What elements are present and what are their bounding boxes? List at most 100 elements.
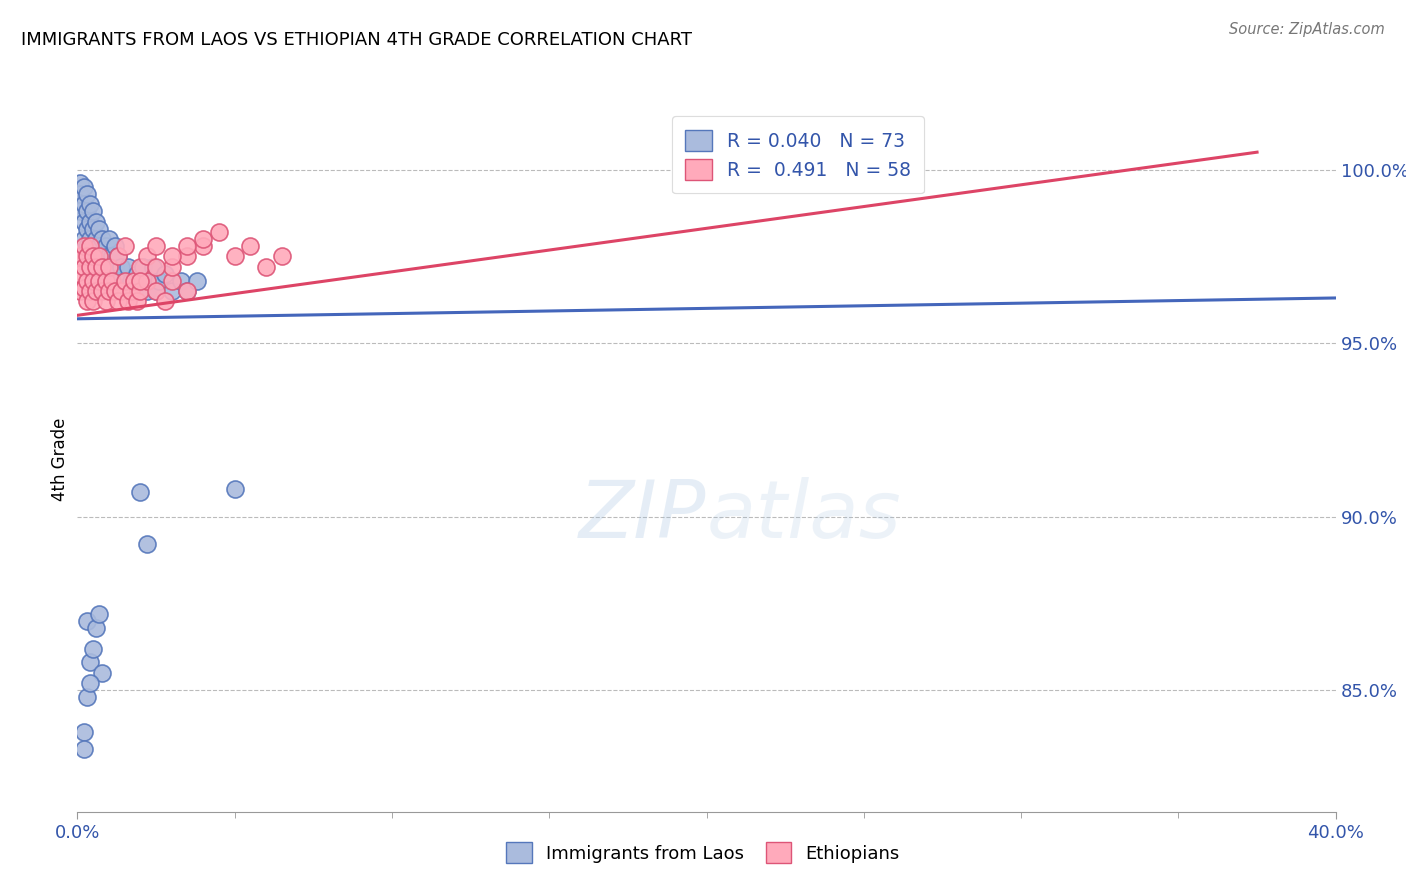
- Point: [72, 214, 94, 228]
- Point: [69, 267, 91, 281]
- Point: [138, 274, 160, 288]
- Text: ZIP: ZIP: [579, 476, 707, 555]
- Point: [101, 274, 124, 288]
- Point: [155, 294, 177, 309]
- Y-axis label: 4th Grade: 4th Grade: [51, 417, 69, 501]
- Point: [79, 260, 101, 274]
- Point: [79, 239, 101, 253]
- Point: [79, 284, 101, 298]
- Point: [107, 274, 129, 288]
- Point: [82, 641, 104, 656]
- Point: [89, 239, 111, 253]
- Point: [82, 249, 104, 263]
- Point: [104, 260, 127, 274]
- Point: [82, 256, 104, 270]
- Point: [191, 239, 215, 253]
- Point: [72, 239, 94, 253]
- Point: [69, 249, 91, 263]
- Point: [160, 274, 183, 288]
- Point: [129, 485, 152, 500]
- Point: [104, 239, 127, 253]
- Point: [160, 260, 183, 274]
- Point: [145, 284, 167, 298]
- Point: [79, 676, 101, 690]
- Point: [135, 249, 157, 263]
- Point: [145, 239, 167, 253]
- Point: [114, 274, 136, 288]
- Point: [89, 274, 111, 288]
- Point: [76, 690, 98, 705]
- Point: [191, 232, 215, 246]
- Point: [155, 267, 177, 281]
- Point: [145, 284, 167, 298]
- Point: [79, 656, 101, 670]
- Point: [79, 197, 101, 211]
- Point: [94, 260, 117, 274]
- Point: [97, 249, 120, 263]
- Point: [160, 249, 183, 263]
- Text: Source: ZipAtlas.com: Source: ZipAtlas.com: [1229, 22, 1385, 37]
- Point: [114, 274, 136, 288]
- Point: [135, 274, 157, 288]
- Point: [104, 284, 127, 298]
- Point: [84, 621, 107, 635]
- Point: [89, 260, 111, 274]
- Point: [160, 284, 183, 298]
- Point: [132, 260, 155, 274]
- Point: [76, 221, 98, 235]
- Point: [101, 249, 124, 263]
- Point: [76, 204, 98, 219]
- Point: [135, 537, 157, 551]
- Point: [97, 284, 120, 298]
- Point: [72, 180, 94, 194]
- Point: [94, 294, 117, 309]
- Point: [94, 239, 117, 253]
- Point: [254, 260, 277, 274]
- Point: [84, 267, 107, 281]
- Point: [69, 186, 91, 201]
- Point: [82, 274, 104, 288]
- Point: [76, 186, 98, 201]
- Point: [84, 249, 107, 263]
- Point: [97, 274, 120, 288]
- Point: [91, 665, 114, 680]
- Point: [84, 232, 107, 246]
- Point: [84, 284, 107, 298]
- Point: [120, 274, 142, 288]
- Point: [224, 482, 246, 496]
- Point: [82, 204, 104, 219]
- Point: [89, 221, 111, 235]
- Point: [84, 214, 107, 228]
- Point: [107, 249, 129, 263]
- Point: [120, 284, 142, 298]
- Point: [76, 614, 98, 628]
- Text: atlas: atlas: [707, 476, 901, 555]
- Legend: R = 0.040   N = 73, R =  0.491   N = 58: R = 0.040 N = 73, R = 0.491 N = 58: [672, 117, 924, 194]
- Point: [170, 274, 193, 288]
- Point: [79, 214, 101, 228]
- Text: IMMIGRANTS FROM LAOS VS ETHIOPIAN 4TH GRADE CORRELATION CHART: IMMIGRANTS FROM LAOS VS ETHIOPIAN 4TH GR…: [21, 31, 692, 49]
- Point: [135, 284, 157, 298]
- Point: [145, 260, 167, 274]
- Point: [107, 294, 129, 309]
- Point: [69, 284, 91, 298]
- Point: [91, 232, 114, 246]
- Point: [91, 249, 114, 263]
- Point: [117, 294, 139, 309]
- Point: [97, 260, 120, 274]
- Point: [69, 177, 91, 191]
- Point: [176, 284, 198, 298]
- Point: [148, 274, 170, 288]
- Point: [82, 274, 104, 288]
- Point: [122, 284, 145, 298]
- Point: [101, 267, 124, 281]
- Point: [91, 260, 114, 274]
- Point: [110, 284, 132, 298]
- Point: [89, 607, 111, 621]
- Point: [76, 274, 98, 288]
- Point: [129, 274, 152, 288]
- Point: [76, 294, 98, 309]
- Point: [76, 249, 98, 263]
- Point: [82, 221, 104, 235]
- Point: [107, 249, 129, 263]
